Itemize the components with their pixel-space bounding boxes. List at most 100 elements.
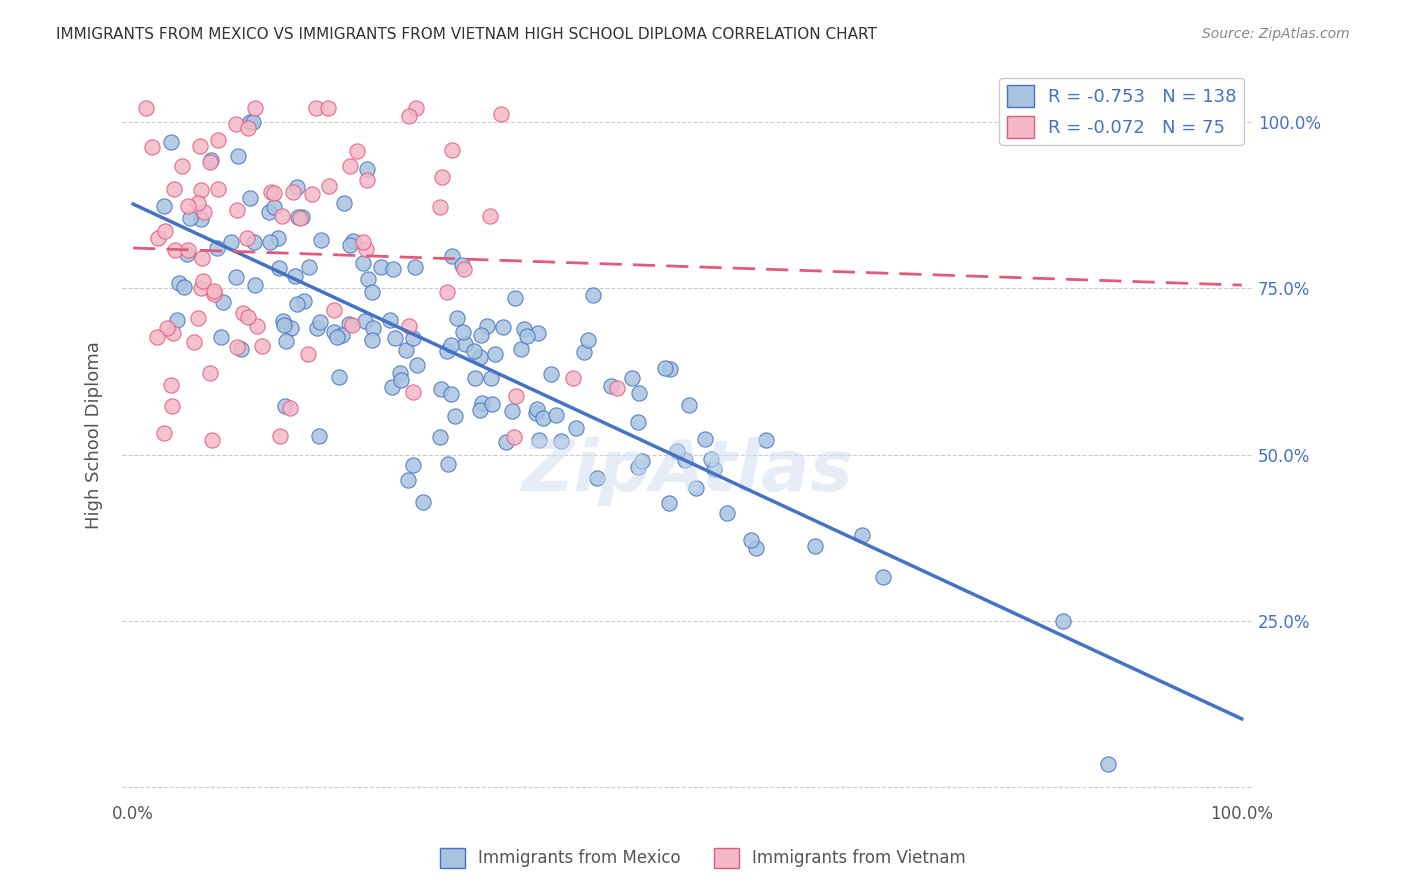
Point <box>412 494 434 508</box>
Point <box>429 429 451 443</box>
Point <box>187 311 209 326</box>
Point <box>219 235 242 249</box>
Point <box>250 339 273 353</box>
Point <box>325 330 347 344</box>
Point <box>209 330 232 344</box>
Point <box>328 369 350 384</box>
Point <box>576 333 599 347</box>
Text: Source: ZipAtlas.com: Source: ZipAtlas.com <box>1202 27 1350 41</box>
Point <box>627 460 650 475</box>
Point <box>229 342 252 356</box>
Point <box>389 373 412 387</box>
Point <box>361 285 384 299</box>
Point <box>243 277 266 292</box>
Point <box>193 205 215 219</box>
Point <box>205 241 228 255</box>
Point <box>278 401 301 416</box>
Point <box>166 313 188 327</box>
Point <box>454 337 477 351</box>
Point <box>673 453 696 467</box>
Point <box>323 325 346 339</box>
Point <box>402 331 425 345</box>
Point <box>207 133 229 147</box>
Point <box>301 186 323 201</box>
Point <box>503 292 526 306</box>
Point <box>236 120 259 135</box>
Point <box>561 370 583 384</box>
Point <box>1097 757 1119 772</box>
Point <box>177 199 200 213</box>
Point <box>236 310 259 325</box>
Point <box>316 102 339 116</box>
Point <box>283 185 305 199</box>
Point <box>308 428 330 442</box>
Point <box>357 272 380 286</box>
Point <box>333 196 356 211</box>
Point <box>489 107 512 121</box>
Point <box>464 371 486 385</box>
Text: ZipAtlas: ZipAtlas <box>522 437 853 506</box>
Point <box>703 461 725 475</box>
Point <box>401 458 423 472</box>
Point <box>627 415 650 429</box>
Point <box>263 186 285 200</box>
Point <box>396 473 419 487</box>
Point <box>201 434 224 448</box>
Point <box>398 318 420 333</box>
Point <box>163 182 186 196</box>
Point <box>678 398 700 412</box>
Point <box>155 224 177 238</box>
Point <box>404 260 426 275</box>
Point <box>666 444 689 458</box>
Point <box>481 397 503 411</box>
Point <box>146 231 169 245</box>
Point <box>378 313 401 327</box>
Point <box>193 274 215 288</box>
Point <box>292 293 315 308</box>
Point <box>339 159 361 173</box>
Point <box>190 183 212 197</box>
Point <box>242 115 264 129</box>
Point <box>179 211 201 226</box>
Point <box>309 233 332 247</box>
Point <box>512 321 534 335</box>
Point <box>529 434 551 448</box>
Point <box>484 347 506 361</box>
Point <box>360 333 382 347</box>
Point <box>305 102 328 116</box>
Point <box>453 262 475 277</box>
Point <box>436 285 458 300</box>
Point <box>273 318 295 332</box>
Point <box>239 115 262 129</box>
Point <box>188 139 211 153</box>
Point <box>271 210 294 224</box>
Point <box>444 409 467 423</box>
Point <box>167 276 190 290</box>
Point <box>505 388 527 402</box>
Point <box>658 496 681 510</box>
Point <box>202 284 225 298</box>
Point <box>280 321 302 335</box>
Point <box>212 294 235 309</box>
Point <box>274 334 297 349</box>
Point <box>526 401 548 416</box>
Point <box>287 210 309 224</box>
Point <box>225 270 247 285</box>
Point <box>172 159 194 173</box>
Point <box>176 247 198 261</box>
Point <box>440 338 463 352</box>
Point <box>453 325 475 339</box>
Point <box>239 191 262 205</box>
Point <box>501 404 523 418</box>
Point <box>226 340 249 354</box>
Point <box>755 433 778 447</box>
Point <box>135 102 157 116</box>
Point <box>346 144 368 158</box>
Point <box>432 169 454 184</box>
Point <box>152 199 174 213</box>
Point <box>429 382 451 396</box>
Point <box>470 328 492 343</box>
Point <box>470 402 492 417</box>
Point <box>352 256 374 270</box>
Point <box>585 471 607 485</box>
